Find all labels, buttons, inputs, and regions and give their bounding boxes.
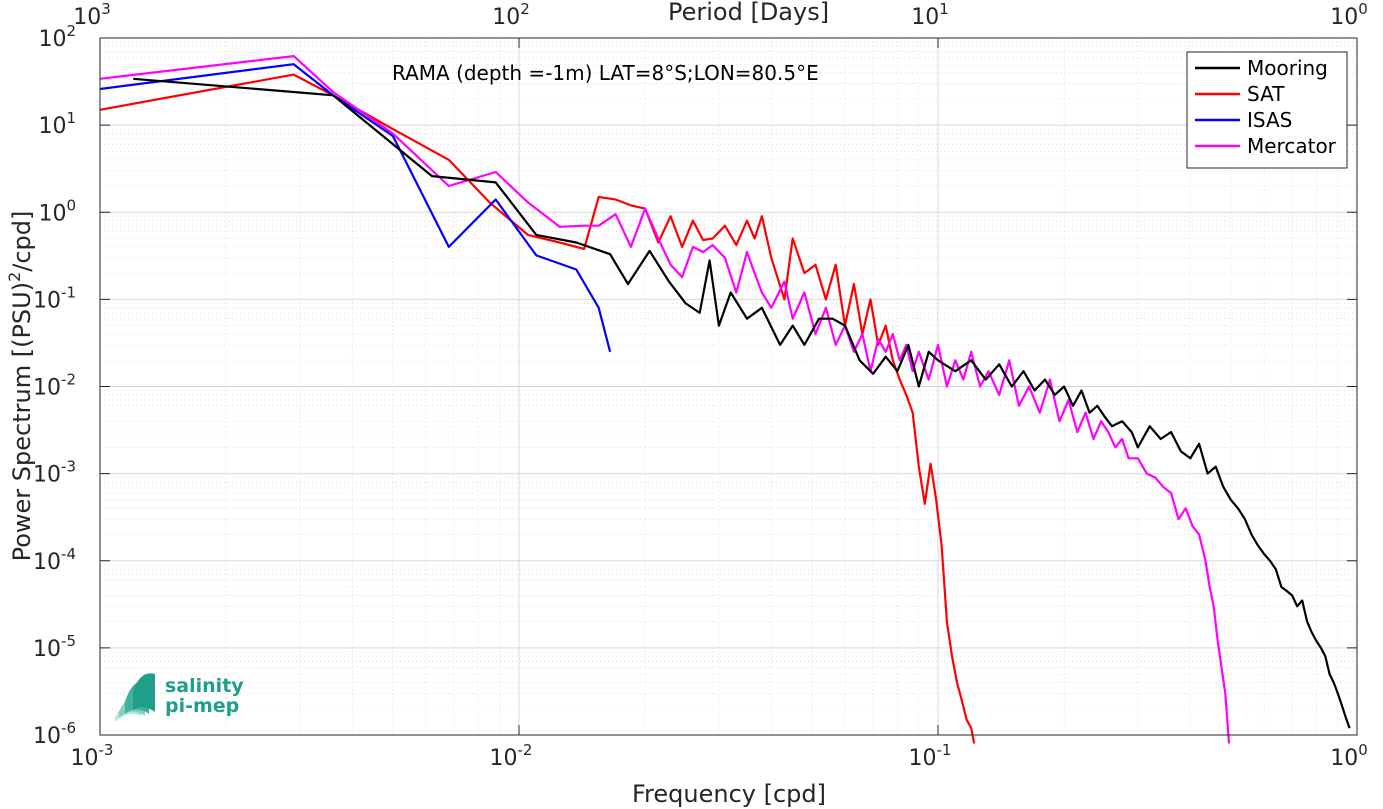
x-tick-label: 100 (1330, 741, 1368, 771)
y-axis-title: Power Spectrum [(PSU)2/cpd] (5, 211, 36, 562)
series-line-sat (99, 73, 976, 744)
legend-box (1186, 51, 1348, 169)
series-line-mooring (133, 77, 1351, 729)
series-line-mercator (99, 55, 1231, 744)
top-axis-title: Period [Days] (668, 0, 829, 26)
logo-waves-icon (115, 673, 155, 722)
y-tick-label: 10-6 (33, 719, 76, 749)
x-tick-label: 10-3 (71, 741, 114, 771)
y-tick-label: 100 (38, 196, 76, 226)
legend-label-mercator: Mercator (1247, 134, 1337, 158)
top-tick-label: 101 (911, 0, 949, 30)
logo (115, 673, 155, 722)
grid-lines (99, 38, 1357, 736)
top-tick-label: 103 (73, 0, 111, 30)
y-tick-label: 102 (38, 22, 76, 52)
y-tick-label: 101 (38, 109, 76, 139)
top-tick-label: 102 (492, 0, 530, 30)
top-tick-label: 100 (1330, 0, 1368, 30)
legend-label-sat: SAT (1247, 82, 1285, 106)
y-tick-label: 10-1 (33, 283, 76, 313)
x-axis-title: Frequency [cpd] (632, 780, 826, 808)
data-series (99, 55, 1351, 744)
x-tick-label: 10-2 (490, 741, 533, 771)
series-line-isas (99, 63, 612, 353)
legend-label-isas: ISAS (1247, 108, 1292, 132)
y-tick-label: 10-3 (33, 458, 76, 488)
y-tick-label: 10-2 (33, 371, 76, 401)
y-tick-label: 10-5 (33, 632, 76, 662)
logo-line2: pi-mep (165, 695, 239, 717)
annotation-text: RAMA (depth =-1m) LAT=8°S;LON=80.5°E (392, 61, 819, 85)
logo-line1: salinity (165, 675, 244, 697)
legend-label-mooring: Mooring (1247, 56, 1328, 80)
x-tick-label: 10-1 (909, 741, 952, 771)
y-tick-label: 10-4 (33, 545, 76, 575)
